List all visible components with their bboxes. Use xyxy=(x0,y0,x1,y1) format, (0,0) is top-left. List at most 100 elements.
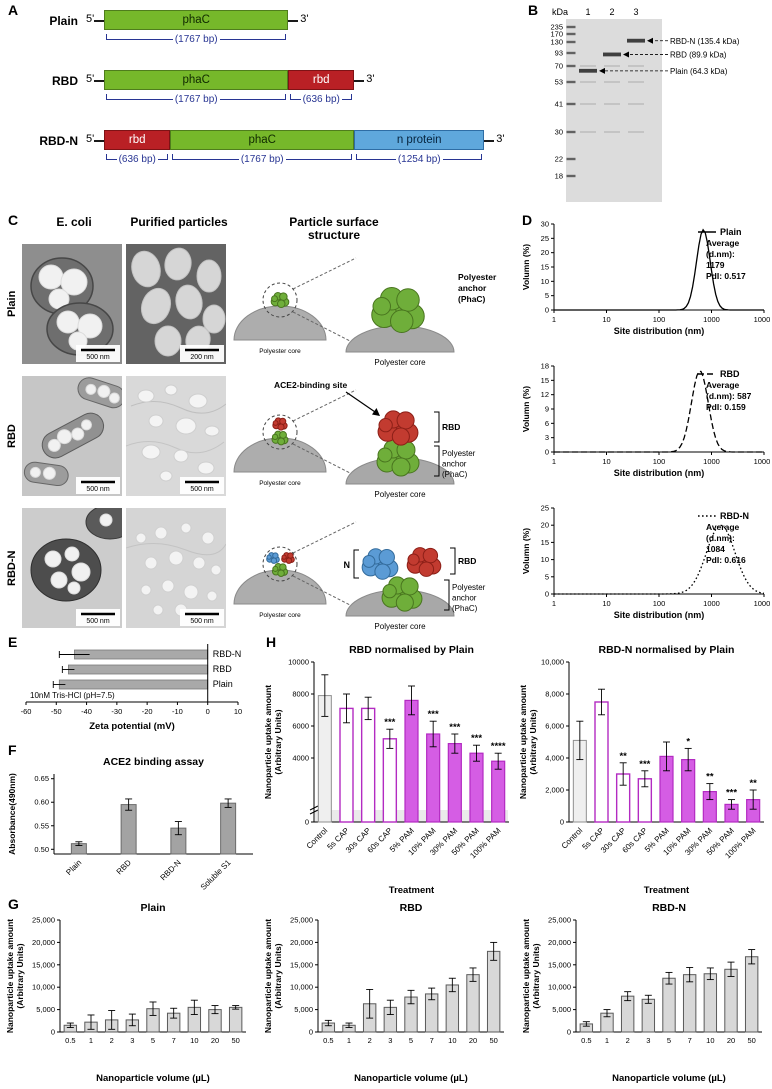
protein-blob xyxy=(390,309,414,333)
annotation-line: Average xyxy=(706,522,740,532)
x-category-label: 5 xyxy=(409,1036,413,1045)
x-tick-label: -60 xyxy=(21,707,32,716)
lane-number: 1 xyxy=(585,7,590,17)
treatment-chart: RBD normalised by Plain 0 4000 6000 8000 1000… xyxy=(263,644,509,896)
bar-3 xyxy=(641,998,656,1033)
bar-100% PAM xyxy=(491,760,506,823)
pha-granule xyxy=(108,392,120,404)
purified-particle xyxy=(173,449,189,463)
tem-ecoli-RBD-N: 500 nm xyxy=(22,504,135,633)
x-category-label: 7 xyxy=(688,1036,692,1045)
purified-particle xyxy=(164,384,178,396)
diagram-label: anchor xyxy=(452,594,477,603)
marker-band xyxy=(566,174,576,178)
axis-break-mark xyxy=(309,809,319,815)
significance-label: ** xyxy=(749,778,757,789)
y-tick-label: 20,000 xyxy=(32,938,55,947)
scalebar-label: 500 nm xyxy=(190,486,214,493)
chart-title: RBD normalised by Plain xyxy=(349,644,474,656)
surface-diagram-RBD: Polyester core Polyester core ACE2-binding… xyxy=(228,376,516,507)
purified-particle xyxy=(164,247,192,281)
panel-label-e: E xyxy=(8,634,18,650)
pha-granule xyxy=(56,429,72,445)
y-tick-label: 12 xyxy=(541,390,549,399)
significance-label: *** xyxy=(428,709,439,720)
y-tick-label: 0 xyxy=(567,1028,571,1037)
annotation-line: Average xyxy=(706,380,740,390)
y-tick-label: 10,000 xyxy=(548,983,571,992)
marker-band xyxy=(566,80,576,84)
chart-title: RBD-N normalised by Plain xyxy=(599,644,735,656)
bracket-left-tick xyxy=(172,154,239,160)
bp-bracket: (636 bp) xyxy=(104,154,170,170)
faint-band xyxy=(604,81,620,83)
surface-diagram: Polyester core Polyester core ACE2-binding… xyxy=(233,380,476,499)
bracket-left-tick xyxy=(106,94,173,100)
marker-band xyxy=(566,64,576,68)
x-category-label: RBD-N xyxy=(159,858,183,882)
x-axis-label: Site distribution (nm) xyxy=(614,326,705,336)
purified-particle xyxy=(152,604,164,616)
kda-header: kDa xyxy=(552,7,568,17)
panel-label-a: A xyxy=(8,2,19,18)
bar-50 xyxy=(228,1006,243,1033)
x-category-label: RBD xyxy=(115,858,133,876)
panel-d-dls: 051015202530110100100010000Site distribu… xyxy=(520,214,772,634)
ace2-binding-chart: ACE2 binding assay 0.50 0.55 0.60 0.65 Absorb… xyxy=(7,756,253,892)
purified-particle xyxy=(168,550,184,566)
y-tick-label: 5,000 xyxy=(552,1005,571,1014)
y-axis-label: Absorbance(490nm) xyxy=(7,773,17,855)
pha-granule xyxy=(42,466,56,480)
y-tick-label: 0 xyxy=(305,818,309,827)
y-tick-label: 5 xyxy=(545,291,549,300)
bracket-left-tick xyxy=(106,154,117,160)
gene-box-n protein: n protein xyxy=(354,130,485,150)
x-category-label: 0.5 xyxy=(65,1036,75,1045)
significance-label: ** xyxy=(619,751,627,762)
x-tick-label: 1000 xyxy=(703,457,720,466)
bar-20 xyxy=(724,968,738,1033)
bar-Soluble S1 xyxy=(220,802,237,855)
y-axis-label: Volumn (%) xyxy=(521,528,531,574)
bar-2 xyxy=(620,995,635,1033)
x-category-label: 3 xyxy=(130,1036,134,1045)
pha-granule xyxy=(85,383,97,395)
gene-box-phaC: phaC xyxy=(170,130,355,150)
construct-Plain: Plain 5' phaC (1767 bp) 3' xyxy=(30,10,308,50)
tem-purified-RBD-N: 500 nm xyxy=(125,508,227,633)
purified-particle xyxy=(135,532,147,544)
purified-particle xyxy=(197,461,215,475)
x-category-label: 10 xyxy=(190,1036,198,1045)
purified-particle xyxy=(154,526,168,540)
debris-wisp xyxy=(125,543,227,556)
bar-60s CAP xyxy=(382,738,398,823)
construct-RBD-N: RBD-N 5' rbd (636 bp) phaC (1767 bp) n protein… xyxy=(30,130,504,170)
bracket-right-tick xyxy=(285,154,353,160)
y-tick-label: 10000 xyxy=(288,658,309,667)
x-tick-label: 100 xyxy=(653,599,666,608)
cell-group xyxy=(41,412,105,459)
x-category-label: 20 xyxy=(211,1036,219,1045)
x-category-label: 1 xyxy=(89,1036,93,1045)
x-axis-label: Treatment xyxy=(644,885,690,896)
protein-blob xyxy=(281,554,287,560)
protein-blob xyxy=(378,418,393,433)
x-axis-label: Nanoparticle volume (µL) xyxy=(96,1073,210,1084)
protein-blob xyxy=(272,420,279,426)
zoom-line xyxy=(292,521,357,554)
bar-5s CAP xyxy=(339,707,354,823)
pha-granule xyxy=(38,264,64,290)
bar-20 xyxy=(466,974,480,1033)
annotation-line: PdI: 0.616 xyxy=(706,555,746,565)
lane-number: 3 xyxy=(633,7,638,17)
rbd-label: RBD xyxy=(442,422,460,432)
y-tick-label: 6,000 xyxy=(545,722,564,731)
marker-band xyxy=(566,157,576,161)
y-tick-label: 20,000 xyxy=(548,938,571,947)
purified-particle xyxy=(140,584,152,596)
cell-body xyxy=(30,538,102,602)
zoom-line xyxy=(292,257,357,290)
annotation-line: (d.nm): xyxy=(706,249,735,259)
diagram-label: (PhaC) xyxy=(452,604,478,613)
band-arrow-head xyxy=(623,51,629,58)
